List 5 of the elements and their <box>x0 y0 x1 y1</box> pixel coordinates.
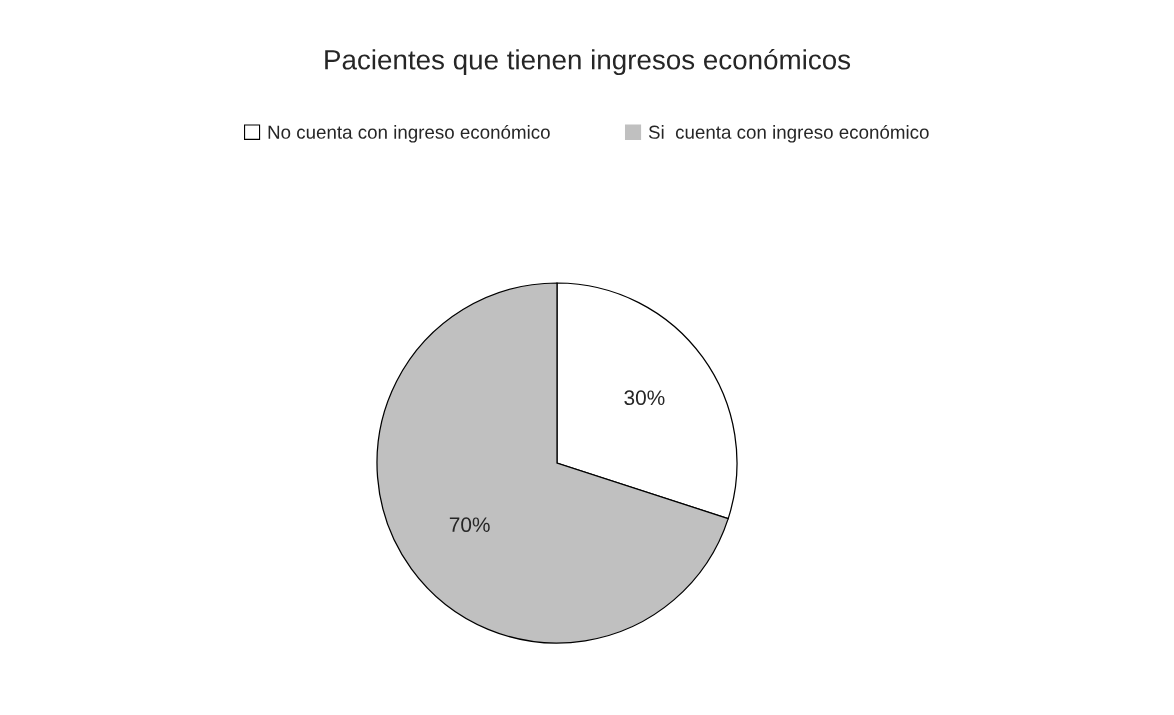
legend-label: Si cuenta con ingreso económico <box>648 124 929 143</box>
legend-label: No cuenta con ingreso económico <box>268 124 550 143</box>
data-label: 70% <box>449 517 490 533</box>
chart-title: Pacientes que tienen ingresos económicos <box>325 48 851 76</box>
data-label: 30% <box>624 390 665 406</box>
